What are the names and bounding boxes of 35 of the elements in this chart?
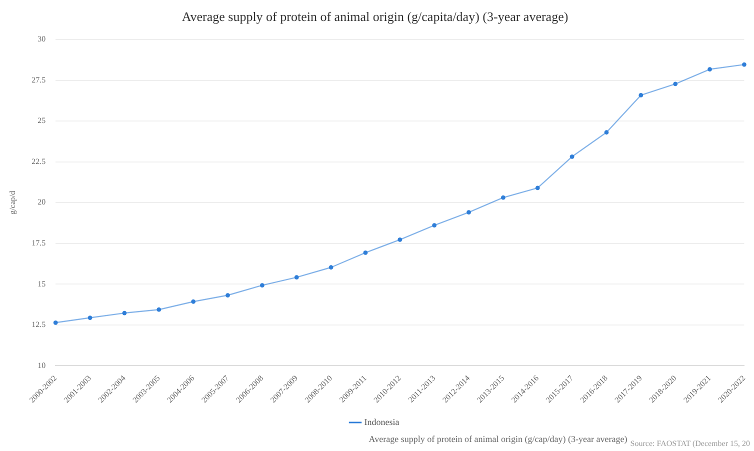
point xyxy=(156,307,162,312)
point xyxy=(638,93,644,98)
y-axis-title: g/cap/d xyxy=(8,190,17,214)
point xyxy=(53,320,58,325)
y-tick-label: 27.5 xyxy=(32,75,46,84)
point xyxy=(604,130,609,135)
point xyxy=(466,210,471,214)
y-tick-label: 22.5 xyxy=(32,156,46,166)
point xyxy=(191,299,196,304)
point xyxy=(570,154,574,159)
point xyxy=(742,62,746,67)
point xyxy=(673,82,678,86)
point xyxy=(432,223,437,228)
point xyxy=(294,275,299,280)
text: Average supply of protein of animal origin (g/cap/day) (3-year average) xyxy=(368,434,628,444)
point xyxy=(363,250,368,255)
point xyxy=(226,293,230,298)
y-tick-label: 17.5 xyxy=(32,238,46,248)
point xyxy=(501,195,506,200)
legend-label: Indonesia xyxy=(364,416,400,427)
point xyxy=(328,265,334,270)
y-tick-label: 12.5 xyxy=(32,320,46,330)
point xyxy=(398,237,402,242)
y-tick-label: 15 xyxy=(38,279,46,288)
chart-title: Average supply of protein of animal origin (g/capita/day) (3-year average) xyxy=(182,9,568,24)
point xyxy=(88,316,92,320)
y-tick-label: 10 xyxy=(38,360,46,370)
source-note: Source: FAOSTAT (December 15, 20 xyxy=(630,439,750,448)
y-tick-label: 20 xyxy=(38,198,46,207)
y-tick-label: 25 xyxy=(38,116,46,126)
point xyxy=(708,67,712,72)
point xyxy=(535,186,540,190)
point xyxy=(260,283,264,288)
y-tick-label: 30 xyxy=(38,34,46,44)
point xyxy=(122,310,127,316)
